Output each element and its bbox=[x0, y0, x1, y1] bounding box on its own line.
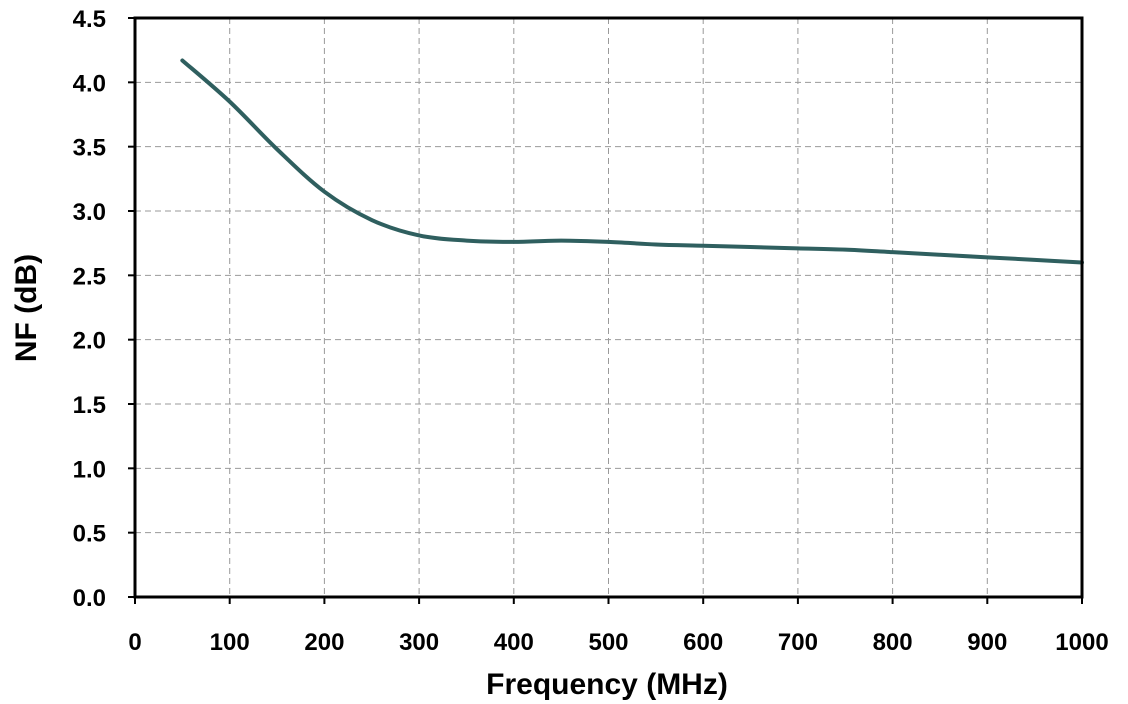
ticks bbox=[128, 17, 1083, 604]
nf-series-line bbox=[180, 58, 1084, 265]
x-tick-label: 0 bbox=[128, 629, 141, 656]
grid bbox=[135, 18, 1082, 597]
y-tick-label: 4.5 bbox=[73, 6, 106, 33]
x-axis-title: Frequency (MHz) bbox=[486, 668, 728, 701]
y-tick-labels: 0.0 0.5 1.0 1.5 2.0 2.5 3.0 3.5 4.0 4.5 bbox=[73, 6, 106, 612]
y-tick-label: 3.0 bbox=[73, 199, 106, 226]
y-tick-label: 0.5 bbox=[73, 521, 106, 548]
x-tick-label: 100 bbox=[210, 629, 250, 656]
y-tick-label: 2.5 bbox=[73, 263, 106, 290]
x-tick-label: 200 bbox=[304, 629, 344, 656]
y-tick-label: 0.0 bbox=[73, 585, 106, 612]
y-axis-title: NF (dB) bbox=[10, 254, 43, 362]
x-tick-label: 1000 bbox=[1055, 629, 1108, 656]
y-tick-label: 1.5 bbox=[73, 392, 106, 419]
x-tick-label: 300 bbox=[399, 629, 439, 656]
x-tick-label: 500 bbox=[588, 629, 628, 656]
x-tick-label: 700 bbox=[778, 629, 818, 656]
x-tick-label: 800 bbox=[873, 629, 913, 656]
x-tick-label: 600 bbox=[683, 629, 723, 656]
x-tick-label: 400 bbox=[494, 629, 534, 656]
series-layer bbox=[180, 58, 1084, 265]
x-tick-labels: 0 100 200 300 400 500 600 700 800 900 1000 bbox=[128, 629, 1108, 656]
y-tick-label: 4.0 bbox=[73, 70, 106, 97]
x-tick-label: 900 bbox=[967, 629, 1007, 656]
y-tick-label: 1.0 bbox=[73, 456, 106, 483]
y-tick-label: 3.5 bbox=[73, 135, 106, 162]
y-tick-label: 2.0 bbox=[73, 328, 106, 355]
